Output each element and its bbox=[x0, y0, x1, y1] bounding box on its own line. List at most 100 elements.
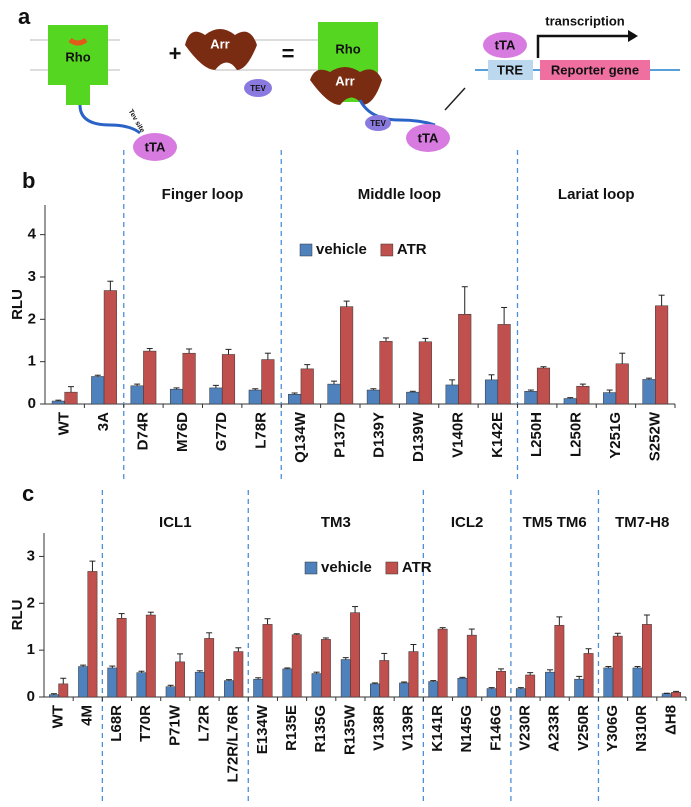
x-tick-label: R135G bbox=[312, 705, 329, 753]
error-bar bbox=[147, 611, 154, 615]
bar bbox=[107, 667, 118, 698]
x-tick-label: T70R bbox=[137, 705, 154, 742]
error-bar bbox=[235, 647, 242, 652]
error-bar bbox=[55, 399, 62, 402]
x-tick-label: 3A bbox=[95, 412, 112, 431]
x-tick-label: L78R bbox=[253, 412, 270, 449]
bar bbox=[370, 683, 380, 698]
error-bar bbox=[173, 387, 180, 390]
y-tick-label: 2 bbox=[27, 594, 35, 611]
bar bbox=[261, 359, 275, 405]
group-label: ICL1 bbox=[159, 514, 192, 531]
bar bbox=[248, 389, 262, 405]
legend-label: ATR bbox=[397, 241, 427, 258]
error-bar bbox=[585, 648, 592, 654]
error-bar bbox=[488, 374, 495, 380]
error-bar bbox=[382, 337, 389, 342]
tta-label: tTA bbox=[418, 130, 439, 145]
x-tick-label: Y306G bbox=[604, 705, 621, 752]
x-tick-label: K142E bbox=[489, 412, 506, 458]
error-bar bbox=[80, 664, 87, 667]
error-bar bbox=[517, 687, 524, 689]
bar bbox=[545, 671, 555, 698]
error-bar bbox=[304, 364, 311, 369]
bar bbox=[408, 651, 419, 698]
bar bbox=[655, 305, 669, 405]
panel-label: a bbox=[18, 4, 31, 29]
rhodopsin bbox=[48, 25, 108, 105]
x-tick-label: WT bbox=[50, 705, 67, 728]
y-axis-label: RLU bbox=[9, 600, 26, 631]
tev-label: TEV bbox=[250, 84, 266, 93]
bar bbox=[486, 688, 497, 698]
error-bar bbox=[342, 657, 349, 660]
x-tick-label: L72R/L76R bbox=[225, 705, 242, 783]
bar bbox=[603, 392, 617, 405]
x-tick-label: D139W bbox=[410, 411, 427, 462]
bar bbox=[262, 624, 273, 698]
error-bar bbox=[527, 672, 534, 675]
legend-label: vehicle bbox=[316, 241, 367, 258]
error-bar bbox=[409, 390, 416, 393]
error-bar bbox=[196, 670, 203, 673]
y-tick-label: 0 bbox=[28, 395, 36, 412]
y-tick-label: 3 bbox=[27, 547, 35, 564]
bar bbox=[320, 639, 331, 698]
panel-label: c bbox=[22, 481, 34, 506]
error-bar bbox=[468, 628, 475, 636]
tta-label: tTA bbox=[495, 37, 516, 52]
x-tick-label: V230R bbox=[516, 705, 533, 751]
error-bar bbox=[225, 348, 232, 355]
error-bar bbox=[459, 676, 466, 679]
bar bbox=[311, 673, 322, 698]
tre-label: TRE bbox=[497, 62, 523, 77]
error-bar bbox=[186, 348, 193, 354]
bar bbox=[484, 379, 499, 405]
legend-swatch bbox=[385, 561, 399, 575]
legend-swatch bbox=[304, 561, 318, 575]
error-bar bbox=[107, 280, 114, 291]
error-bar bbox=[89, 560, 96, 572]
x-tick-label: WT bbox=[56, 412, 73, 435]
error-bar bbox=[576, 675, 583, 680]
error-bar bbox=[579, 383, 586, 387]
bar bbox=[282, 668, 293, 698]
error-bar bbox=[293, 633, 300, 635]
bar bbox=[143, 350, 157, 405]
y-tick-label: 0 bbox=[27, 688, 35, 705]
arr-label: Arr bbox=[210, 36, 230, 51]
bar bbox=[379, 660, 390, 698]
bar bbox=[583, 653, 594, 698]
error-bar bbox=[488, 687, 495, 689]
arrestin bbox=[185, 29, 257, 70]
rho-label: Rho bbox=[65, 49, 90, 64]
group-label: TM3 bbox=[321, 514, 351, 531]
bar bbox=[91, 376, 105, 405]
legend-label: ATR bbox=[402, 559, 432, 576]
error-bar bbox=[605, 666, 612, 668]
arr-label: Arr bbox=[335, 73, 355, 88]
x-tick-label: P137D bbox=[331, 412, 348, 458]
bar bbox=[671, 692, 681, 698]
x-tick-label: V140R bbox=[449, 412, 466, 458]
reporter-label: Reporter gene bbox=[551, 62, 639, 77]
error-bar bbox=[439, 627, 446, 630]
y-tick-label: 4 bbox=[28, 226, 37, 243]
bar bbox=[224, 680, 234, 698]
error-bar bbox=[67, 386, 74, 393]
bar bbox=[136, 672, 147, 698]
bar bbox=[399, 682, 410, 698]
error-bar bbox=[212, 384, 219, 388]
bar bbox=[366, 389, 380, 405]
bar bbox=[457, 678, 468, 698]
error-bar bbox=[422, 337, 429, 342]
error-bar bbox=[313, 671, 320, 674]
bar bbox=[603, 667, 614, 698]
error-bar bbox=[501, 306, 508, 325]
x-tick-label: L250R bbox=[568, 412, 585, 457]
bar bbox=[661, 693, 672, 698]
error-bar bbox=[410, 644, 417, 652]
bar bbox=[536, 367, 551, 405]
error-bar bbox=[134, 383, 141, 386]
